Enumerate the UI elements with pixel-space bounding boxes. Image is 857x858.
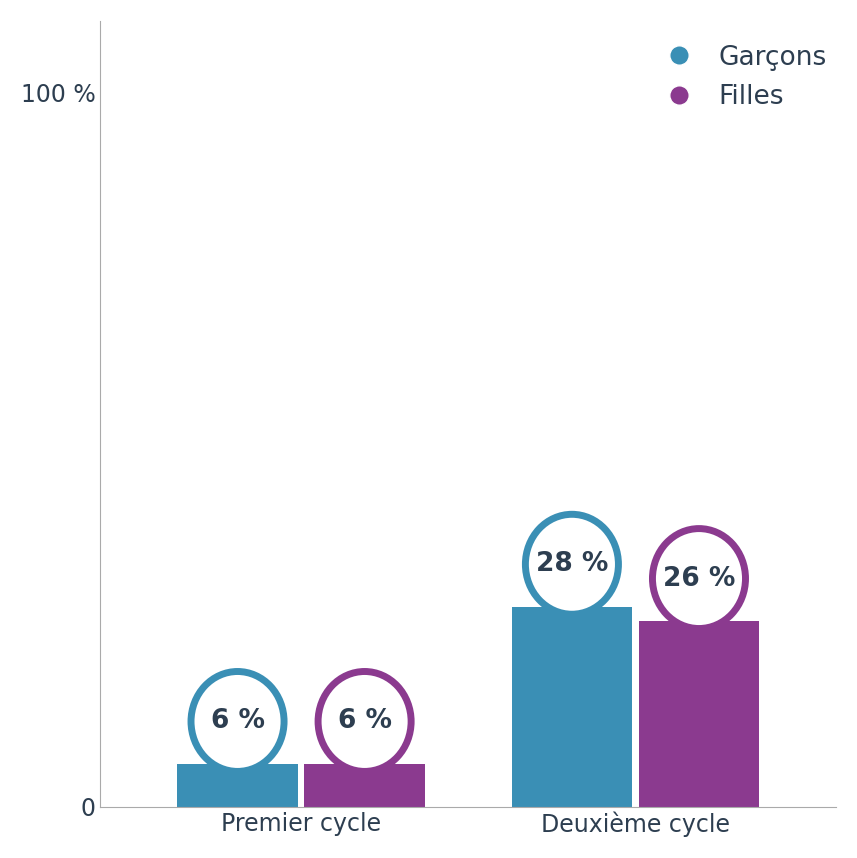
Text: 6 %: 6 % [338,709,392,734]
Ellipse shape [652,529,746,629]
Bar [304,764,425,807]
Bar [638,621,759,807]
Ellipse shape [525,514,619,614]
Ellipse shape [318,672,411,771]
Text: 26 %: 26 % [662,565,735,591]
Text: 6 %: 6 % [211,709,265,734]
Legend: Garçons, Filles: Garçons, Filles [642,34,837,120]
Bar [177,764,297,807]
Bar [512,607,632,807]
Text: 28 %: 28 % [536,552,608,577]
Ellipse shape [191,672,284,771]
